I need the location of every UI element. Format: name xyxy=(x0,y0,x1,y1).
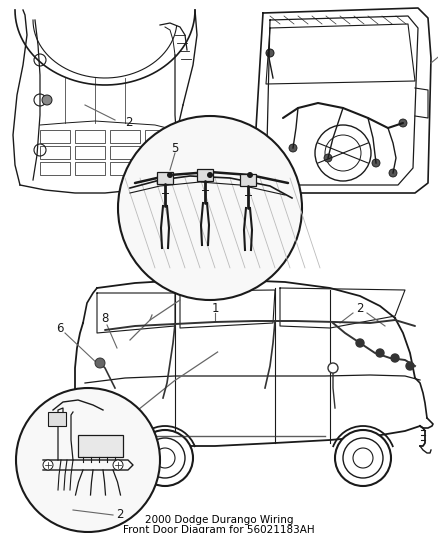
Circle shape xyxy=(16,388,160,532)
Text: Front Door Diagram for 56021183AH: Front Door Diagram for 56021183AH xyxy=(123,525,315,533)
Circle shape xyxy=(207,172,213,178)
Text: 2: 2 xyxy=(356,302,364,314)
Circle shape xyxy=(266,49,274,57)
Text: 5: 5 xyxy=(171,141,179,155)
Circle shape xyxy=(247,172,253,178)
Text: 2: 2 xyxy=(116,508,124,521)
FancyBboxPatch shape xyxy=(48,412,66,426)
Circle shape xyxy=(372,159,380,167)
Circle shape xyxy=(328,363,338,373)
Circle shape xyxy=(406,362,414,370)
Circle shape xyxy=(113,460,123,470)
Text: 2000 Dodge Durango Wiring: 2000 Dodge Durango Wiring xyxy=(145,515,293,525)
FancyBboxPatch shape xyxy=(78,435,123,457)
Circle shape xyxy=(43,460,53,470)
Circle shape xyxy=(118,116,302,300)
Circle shape xyxy=(324,154,332,162)
Circle shape xyxy=(391,354,399,362)
FancyBboxPatch shape xyxy=(157,172,173,184)
Circle shape xyxy=(389,169,397,177)
Circle shape xyxy=(376,349,384,357)
Circle shape xyxy=(42,95,52,105)
Circle shape xyxy=(289,144,297,152)
Circle shape xyxy=(399,119,407,127)
Circle shape xyxy=(95,358,105,368)
Circle shape xyxy=(167,172,173,178)
Circle shape xyxy=(335,430,391,486)
Text: 8: 8 xyxy=(101,311,109,325)
Text: 2: 2 xyxy=(125,117,133,130)
Circle shape xyxy=(137,430,193,486)
FancyBboxPatch shape xyxy=(197,169,213,181)
Circle shape xyxy=(356,339,364,347)
Text: 1: 1 xyxy=(211,302,219,314)
FancyBboxPatch shape xyxy=(240,174,256,186)
Text: 6: 6 xyxy=(56,321,64,335)
